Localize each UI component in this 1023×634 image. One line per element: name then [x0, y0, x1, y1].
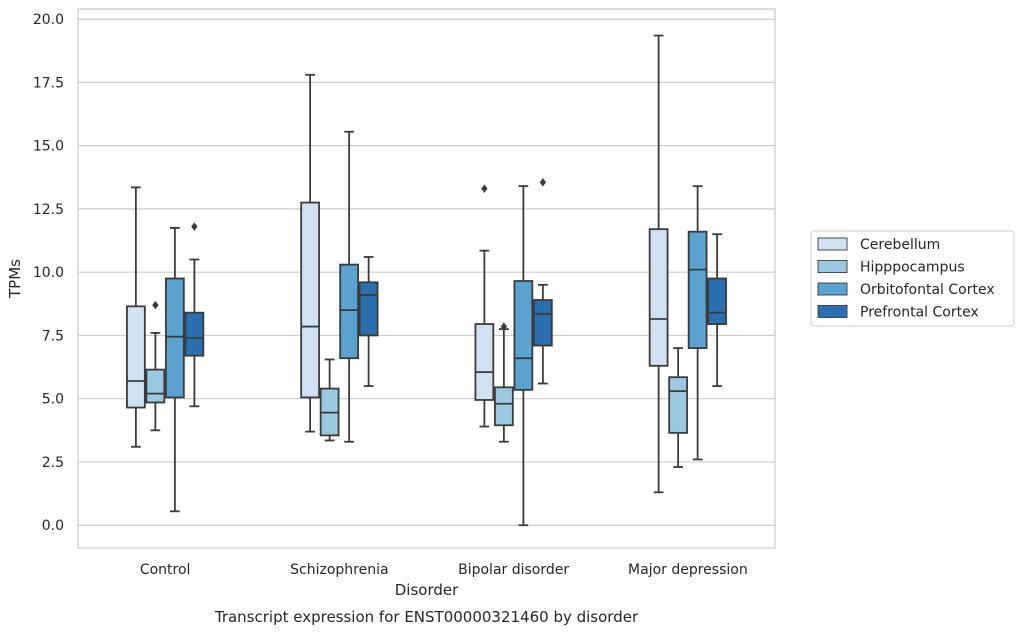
grid-lines	[78, 18, 775, 526]
y-tick-label: 10.0	[33, 265, 64, 281]
iqr-box	[474, 323, 495, 401]
iqr-box	[648, 228, 669, 367]
chart-caption: Transcript expression for ENST0000032146…	[214, 608, 639, 626]
iqr-box	[687, 230, 708, 349]
x-axis-label: Disorder	[395, 581, 459, 599]
y-axis-ticks: 0.0 2.5 5.0 7.5 10.0 12.5 15.0 17.5 20.0	[33, 12, 64, 534]
box-3-0	[184, 222, 205, 408]
legend-label: Cerebellum	[860, 237, 940, 253]
box-2-2	[513, 185, 534, 527]
outlier-point	[191, 222, 198, 231]
iqr-box	[145, 368, 166, 404]
legend-label: Prefrontal Cortex	[860, 305, 979, 321]
legend: Cerebellum Hipppocampus Orbitofontal Corte…	[810, 230, 1015, 327]
box-1-3	[668, 347, 688, 468]
box-1-2	[494, 322, 514, 443]
plot-frame	[77, 8, 776, 549]
x-tick-label: Major depression	[628, 562, 748, 578]
iqr-box	[668, 376, 688, 434]
iqr-box	[184, 311, 205, 357]
iqr-box	[339, 263, 359, 360]
y-tick-label: 7.5	[42, 328, 64, 344]
legend-label: Hipppocampus	[860, 260, 965, 276]
outlier-point	[481, 184, 488, 193]
box-2-0	[165, 226, 185, 513]
box-2-1	[339, 130, 359, 443]
y-tick-label: 12.5	[33, 202, 64, 218]
legend-frame	[810, 230, 1015, 327]
legend-swatch	[817, 237, 848, 251]
x-tick-label: Control	[140, 562, 191, 578]
iqr-box	[494, 386, 514, 427]
y-tick-label: 15.0	[33, 139, 64, 155]
box-3-2	[533, 178, 553, 385]
box-3-3	[707, 233, 727, 387]
x-tick-label: Schizophrenia	[290, 562, 388, 578]
outlier-point	[152, 300, 159, 310]
y-tick-label: 20.0	[33, 12, 64, 28]
box-0-1	[300, 73, 320, 433]
legend-swatch	[817, 260, 848, 273]
iqr-box	[533, 299, 553, 347]
box-1-0	[145, 300, 166, 432]
iqr-box	[300, 201, 320, 399]
y-axis-label: TPMs	[6, 259, 24, 299]
x-tick-label: Bipolar disorder	[458, 562, 569, 578]
boxes	[126, 34, 727, 527]
iqr-box	[707, 277, 727, 325]
iqr-box	[165, 277, 185, 399]
iqr-box	[126, 305, 146, 409]
iqr-box	[513, 280, 534, 391]
box-0-2	[474, 184, 495, 428]
y-tick-label: 17.5	[33, 75, 64, 91]
outlier-point	[500, 322, 508, 331]
y-tick-label: 2.5	[42, 455, 64, 471]
box-1-1	[319, 358, 340, 442]
legend-label: Orbitofontal Cortex	[860, 282, 995, 298]
box-2-3	[687, 185, 708, 461]
box-0-3	[648, 34, 669, 494]
box-3-1	[358, 256, 379, 387]
legend-swatch	[817, 305, 848, 318]
y-tick-label: 5.0	[42, 392, 64, 408]
x-axis-ticks: Control Schizophrenia Bipolar disorder Majo…	[140, 562, 748, 578]
legend-swatch	[817, 282, 848, 296]
iqr-box	[358, 281, 379, 337]
outlier-point	[539, 178, 547, 187]
y-tick-label: 0.0	[42, 518, 64, 534]
box-0-0	[126, 186, 146, 448]
